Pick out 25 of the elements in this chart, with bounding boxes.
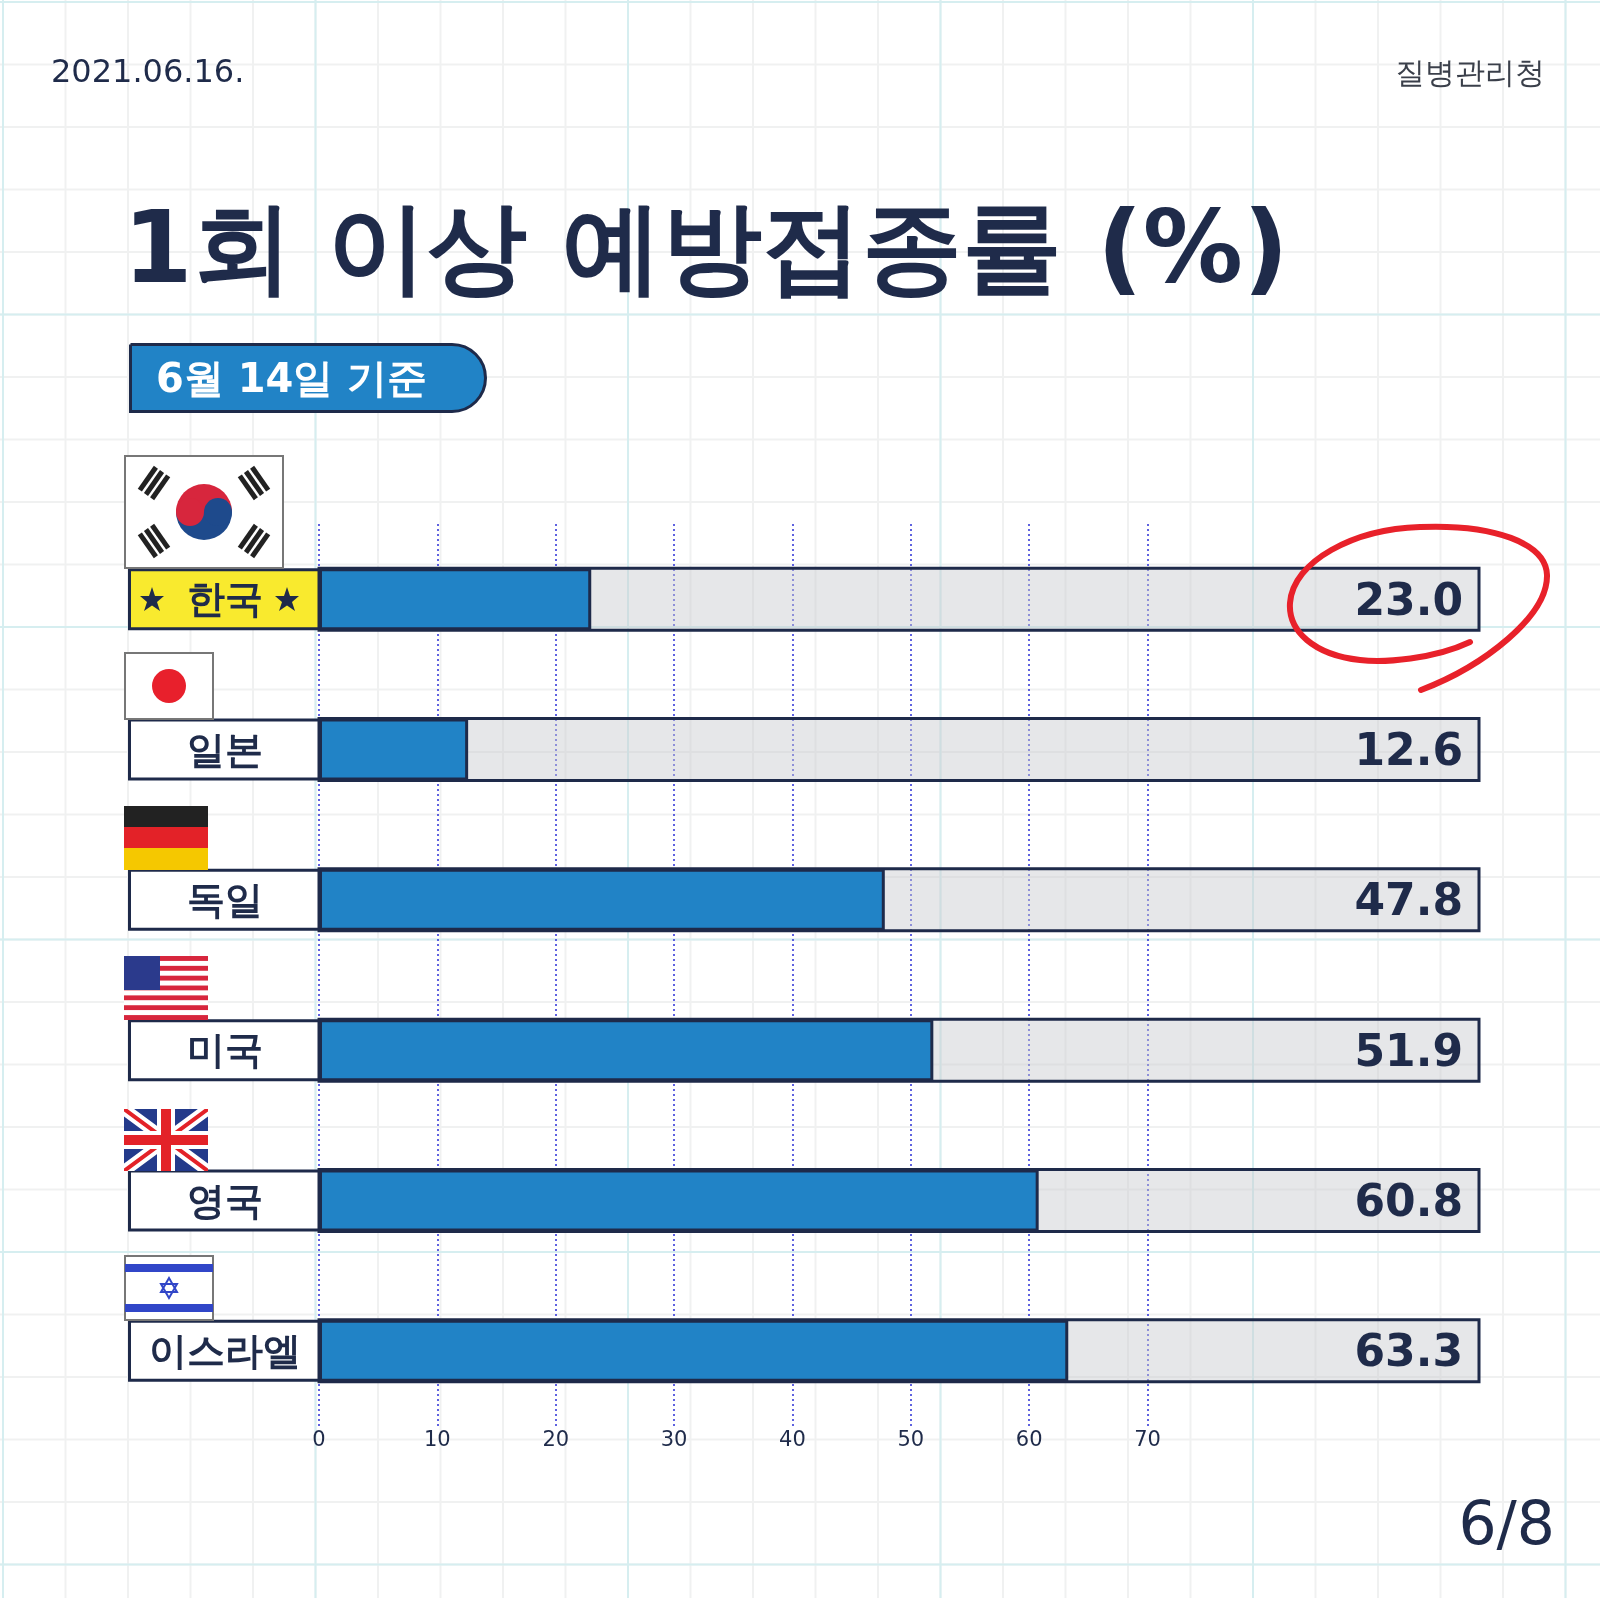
text: 2021.06.16. xyxy=(51,52,245,90)
x-tick-label: 30 xyxy=(660,1426,688,1451)
chart-subtitle: 6월 14일 기준 xyxy=(156,355,428,401)
text: 6/8 xyxy=(1458,1488,1555,1558)
text: 질병관리청 xyxy=(1395,54,1545,90)
y-tick-label: 미국 xyxy=(187,1028,263,1073)
x-tick-label: 50 xyxy=(897,1426,925,1451)
chart-title: 1회 이상 예방접종률 (%) xyxy=(123,188,1289,306)
data-label: 23.0 xyxy=(1354,573,1463,625)
x-tick-label: 40 xyxy=(779,1426,806,1451)
data-label: 12.6 xyxy=(1354,724,1463,775)
data-label: 47.8 xyxy=(1354,874,1463,926)
y-tick-label: 일본 xyxy=(187,727,263,772)
data-label: 63.3 xyxy=(1354,1325,1463,1377)
y-tick-label: 한국 xyxy=(187,577,263,622)
x-tick-label: 70 xyxy=(1134,1426,1161,1451)
y-tick-label: 이스라엘 xyxy=(149,1328,301,1373)
x-tick-label: 20 xyxy=(542,1426,570,1451)
x-tick-label: 10 xyxy=(424,1426,451,1451)
y-tick-label: 영국 xyxy=(187,1178,263,1223)
x-tick-label: 0 xyxy=(312,1426,326,1451)
data-label: 51.9 xyxy=(1354,1024,1463,1076)
x-tick-label: 60 xyxy=(1015,1426,1043,1451)
y-tick-label: 독일 xyxy=(187,877,263,922)
data-label: 60.8 xyxy=(1354,1175,1463,1226)
